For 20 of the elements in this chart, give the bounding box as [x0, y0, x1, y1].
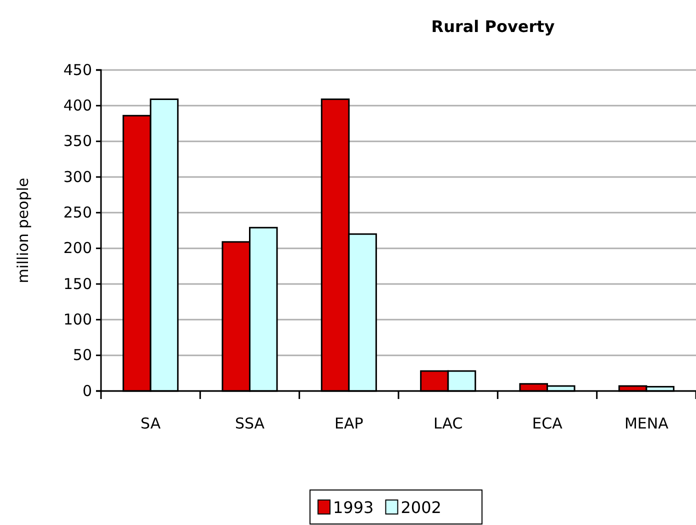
y-tick-label: 0 — [82, 382, 92, 400]
x-tick-label: EAP — [334, 414, 364, 433]
y-tick-label: 200 — [63, 239, 92, 258]
y-tick-label: 450 — [63, 60, 92, 79]
legend-label: 1993 — [333, 498, 374, 517]
x-tick-label: ECA — [532, 414, 564, 433]
y-tick-label: 300 — [63, 168, 92, 186]
y-tick-label: 400 — [63, 96, 92, 114]
y-axis-title: million people — [14, 178, 32, 284]
chart-title: Rural Poverty — [431, 17, 556, 36]
y-tick-label: 150 — [63, 274, 92, 293]
y-tick-label: 350 — [63, 132, 92, 150]
x-tick-label: MENA — [624, 414, 670, 433]
x-tick-label: SSA — [234, 414, 266, 433]
x-tick-label: LAC — [433, 414, 463, 433]
legend-label: 2002 — [400, 498, 442, 517]
x-tick-label: SA — [140, 414, 162, 433]
y-tick-label: 250 — [63, 203, 92, 222]
y-tick-label: 50 — [72, 346, 92, 364]
y-tick-label: 100 — [63, 310, 92, 328]
